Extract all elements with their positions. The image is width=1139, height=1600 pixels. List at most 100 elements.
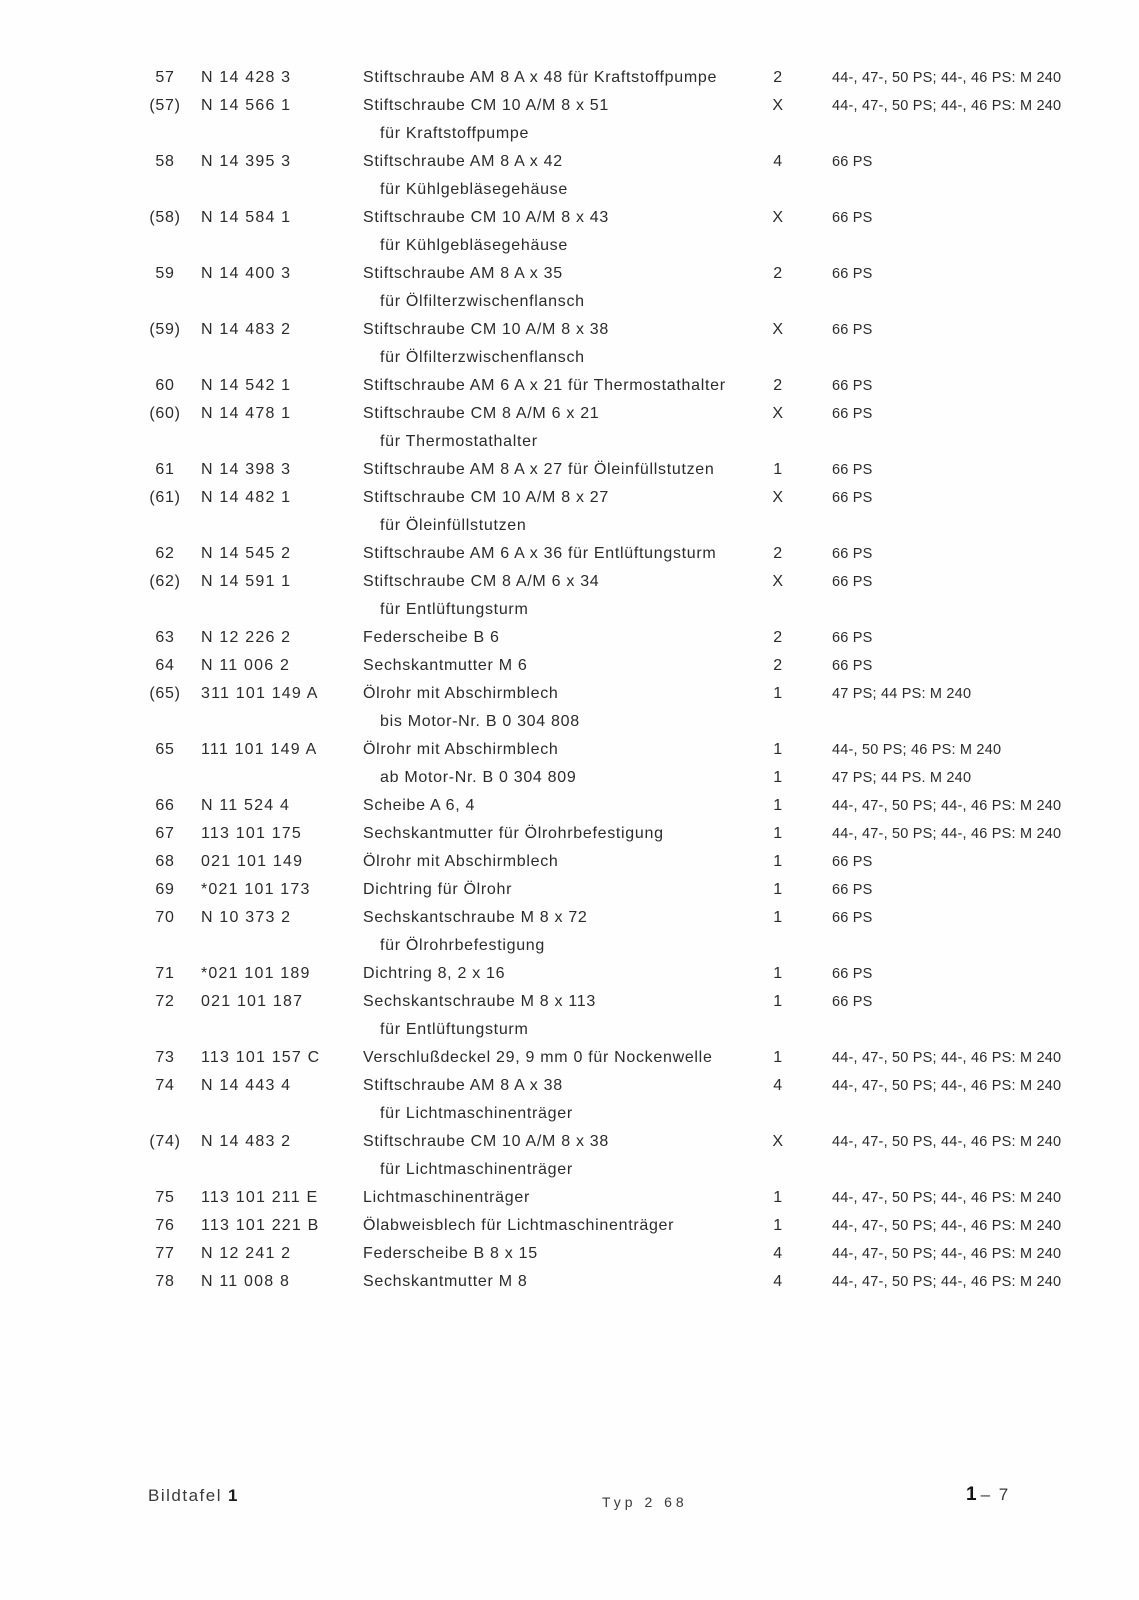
row-quantity: 2	[773, 545, 783, 562]
row-part-number: N 12 226 2	[201, 629, 292, 646]
row-part-number: N 14 483 2	[201, 1133, 292, 1150]
row-part-number: *021 101 173	[201, 881, 311, 898]
row-models: 44-, 47-, 50 PS, 44-, 46 PS: M 240	[832, 1134, 1062, 1150]
row-description: für Kühlgebläsegehäuse	[380, 181, 568, 198]
row-quantity: 1	[773, 1189, 783, 1206]
row-description: Stiftschraube AM 6 A x 36 für Entlüftung…	[363, 545, 717, 562]
row-part-number: N 14 591 1	[201, 573, 292, 590]
row-position: 72	[155, 993, 175, 1010]
row-part-number: 113 101 211 E	[201, 1189, 319, 1206]
page-footer: Bildtafel 1 Typ 2 68 1– 7	[0, 1482, 1139, 1522]
table-row: 59 N 14 400 3 Stiftschraube AM 8 A x 35 …	[0, 260, 1139, 288]
row-models: 47 PS; 44 PS: M 240	[832, 686, 972, 702]
row-position: 62	[155, 545, 175, 562]
row-models: 44-, 47-, 50 PS; 44-, 46 PS: M 240	[832, 1190, 1062, 1206]
row-quantity: 1	[773, 853, 783, 870]
row-position: 63	[155, 629, 175, 646]
page-number: 1– 7	[966, 1484, 1010, 1506]
table-row: 76 113 101 221 B Ölabweisblech für Licht…	[0, 1212, 1139, 1240]
row-quantity: X	[772, 405, 784, 422]
row-quantity: 4	[773, 1077, 783, 1094]
table-row: 70 N 10 373 2 Sechskantschraube M 8 x 72…	[0, 904, 1139, 932]
row-models: 66 PS	[832, 910, 873, 926]
table-row: 72 021 101 187 Sechskantschraube M 8 x 1…	[0, 988, 1139, 1016]
row-description: Scheibe A 6, 4	[363, 797, 476, 814]
row-part-number: N 14 443 4	[201, 1077, 292, 1094]
row-models: 44-, 47-, 50 PS; 44-, 46 PS: M 240	[832, 98, 1062, 114]
row-part-number: N 14 478 1	[201, 405, 292, 422]
row-description: Verschlußdeckel 29, 9 mm 0 für Nockenwel…	[363, 1049, 713, 1066]
table-row: für Kühlgebläsegehäuse	[0, 176, 1139, 204]
row-description: bis Motor-Nr. B 0 304 808	[380, 713, 580, 730]
table-row: für Thermostathalter	[0, 428, 1139, 456]
row-quantity: X	[772, 97, 784, 114]
row-position: (58)	[149, 209, 181, 226]
row-part-number: 021 101 149	[201, 853, 304, 870]
row-position: (57)	[149, 97, 181, 114]
row-description: Stiftschraube CM 8 A/M 6 x 21	[363, 405, 600, 422]
row-part-number: 111 101 149 A	[201, 741, 318, 758]
row-part-number: *021 101 189	[201, 965, 311, 982]
table-row: 57 N 14 428 3 Stiftschraube AM 8 A x 48 …	[0, 64, 1139, 92]
row-models: 66 PS	[832, 210, 873, 226]
table-row: 77 N 12 241 2 Federscheibe B 8 x 15 4 44…	[0, 1240, 1139, 1268]
row-position: 64	[155, 657, 175, 674]
row-models: 44-, 47-, 50 PS; 44-, 46 PS: M 240	[832, 1246, 1062, 1262]
row-description: Stiftschraube CM 10 A/M 8 x 38	[363, 1133, 609, 1150]
row-quantity: 4	[773, 1273, 783, 1290]
row-position: (65)	[149, 685, 181, 702]
row-position: 57	[155, 69, 175, 86]
row-quantity: 4	[773, 153, 783, 170]
table-row: (57) N 14 566 1 Stiftschraube CM 10 A/M …	[0, 92, 1139, 120]
row-models: 44-, 47-, 50 PS; 44-, 46 PS: M 240	[832, 826, 1062, 842]
row-models: 66 PS	[832, 406, 873, 422]
table-row: für Lichtmaschinenträger	[0, 1100, 1139, 1128]
row-description: Stiftschraube AM 8 A x 42	[363, 153, 563, 170]
row-part-number: 113 101 157 C	[201, 1049, 321, 1066]
row-position: 73	[155, 1049, 175, 1066]
table-row: 63 N 12 226 2 Federscheibe B 6 2 66 PS	[0, 624, 1139, 652]
row-position: 60	[155, 377, 175, 394]
table-row: 75 113 101 211 E Lichtmaschinenträger 1 …	[0, 1184, 1139, 1212]
table-row: (59) N 14 483 2 Stiftschraube CM 10 A/M …	[0, 316, 1139, 344]
row-quantity: 2	[773, 657, 783, 674]
row-position: 59	[155, 265, 175, 282]
row-position: 74	[155, 1077, 175, 1094]
table-row: 68 021 101 149 Ölrohr mit Abschirmblech …	[0, 848, 1139, 876]
row-models: 47 PS; 44 PS. M 240	[832, 770, 972, 786]
row-position: 69	[155, 881, 175, 898]
row-description: Federscheibe B 6	[363, 629, 500, 646]
table-row: (74) N 14 483 2 Stiftschraube CM 10 A/M …	[0, 1128, 1139, 1156]
table-row: für Ölfilterzwischenflansch	[0, 344, 1139, 372]
row-part-number: N 11 008 8	[201, 1273, 291, 1290]
row-quantity: 1	[773, 993, 783, 1010]
row-description: Lichtmaschinenträger	[363, 1189, 530, 1206]
plate-number: 1	[227, 1486, 238, 1505]
row-position: (62)	[149, 573, 181, 590]
row-part-number: N 14 395 3	[201, 153, 292, 170]
table-row: für Ölrohrbefestigung	[0, 932, 1139, 960]
row-models: 44-, 47-, 50 PS; 44-, 46 PS: M 240	[832, 1078, 1062, 1094]
row-description: Sechskantschraube M 8 x 113	[363, 993, 596, 1010]
row-part-number: 021 101 187	[201, 993, 304, 1010]
row-description: Sechskantschraube M 8 x 72	[363, 909, 588, 926]
row-models: 44-, 50 PS; 46 PS: M 240	[832, 742, 1002, 758]
row-part-number: N 14 584 1	[201, 209, 292, 226]
table-row: 74 N 14 443 4 Stiftschraube AM 8 A x 38 …	[0, 1072, 1139, 1100]
row-position: 61	[155, 461, 175, 478]
row-models: 44-, 47-, 50 PS; 44-, 46 PS: M 240	[832, 1050, 1062, 1066]
row-quantity: 2	[773, 265, 783, 282]
row-part-number: 311 101 149 A	[201, 685, 319, 702]
row-part-number: 113 101 221 B	[201, 1217, 320, 1234]
table-row: für Öleinfüllstutzen	[0, 512, 1139, 540]
row-position: 76	[155, 1217, 175, 1234]
row-quantity: X	[772, 321, 784, 338]
row-position: 68	[155, 853, 175, 870]
row-description: für Entlüftungsturm	[380, 1021, 529, 1038]
row-part-number: N 14 566 1	[201, 97, 292, 114]
type-label: Typ 2 68	[602, 1494, 688, 1510]
row-description: Stiftschraube AM 8 A x 38	[363, 1077, 563, 1094]
table-row: ab Motor-Nr. B 0 304 809 1 47 PS; 44 PS.…	[0, 764, 1139, 792]
row-description: für Öleinfüllstutzen	[380, 517, 527, 534]
row-description: Dichtring 8, 2 x 16	[363, 965, 506, 982]
